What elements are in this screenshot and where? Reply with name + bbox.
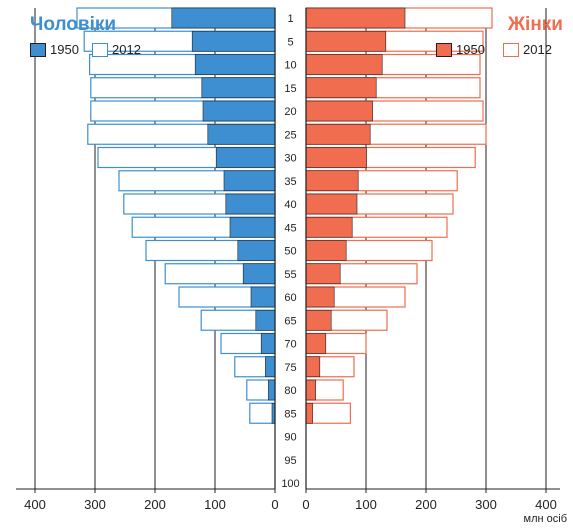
- women-1950-bar-85: [305, 402, 313, 424]
- age-tick-label-15: 15: [284, 83, 296, 95]
- women-1950-bar-15: [305, 77, 377, 99]
- women-1950-bar-25: [305, 123, 371, 145]
- men-1950-bar-5: [191, 30, 276, 52]
- age-tick-label-35: 35: [284, 176, 296, 188]
- men-legend-label-2012: 2012: [112, 42, 141, 57]
- x-tick-label-left-400: 400: [24, 497, 46, 512]
- men-1950-bar-50: [237, 240, 276, 261]
- age-tick-label-40: 40: [284, 199, 296, 211]
- x-tick-label-left-300: 300: [84, 497, 106, 512]
- men-legend-label-1950: 1950: [50, 42, 79, 57]
- women-1950-bar-55: [305, 263, 341, 285]
- age-tick-label-90: 90: [284, 432, 296, 444]
- women-panel-title: Жінки: [507, 14, 563, 35]
- age-tick-label-100: 100: [281, 478, 299, 490]
- men-1950-bar-30: [215, 147, 276, 168]
- women-1950-bar-20: [305, 100, 373, 122]
- men-1950-bar-75: [265, 356, 276, 378]
- men-1950-bar-60: [250, 286, 276, 308]
- women-legend-swatch-1950: [436, 43, 452, 57]
- men-panel-title: Чоловіки: [30, 14, 117, 35]
- women-1950-bar-50: [305, 240, 347, 261]
- age-tick-label-85: 85: [284, 408, 296, 420]
- x-tick-label-left-200: 200: [144, 497, 166, 512]
- x-tick-label-left-100: 100: [204, 497, 226, 512]
- x-tick-label-right-100: 100: [355, 497, 377, 512]
- x-tick-label-right-300: 300: [475, 497, 497, 512]
- men-1950-bar-80: [268, 379, 276, 401]
- men-1950-bar-65: [255, 309, 276, 331]
- men-1950-bar-35: [223, 170, 276, 192]
- women-1950-bar-60: [305, 286, 335, 308]
- age-tick-label-60: 60: [284, 292, 296, 304]
- age-tick-label-65: 65: [284, 315, 296, 327]
- axes: 1510152025303540455055606570758085909510…: [16, 8, 560, 512]
- age-tick-label-25: 25: [284, 129, 296, 141]
- men-1950-bar-45: [229, 216, 276, 238]
- women-1950-bar-35: [305, 170, 359, 192]
- age-tick-label-1: 1: [287, 13, 293, 25]
- men-1950-bar-55: [242, 263, 276, 285]
- x-tick-label-left-0: 0: [271, 497, 278, 512]
- age-tick-label-80: 80: [284, 385, 296, 397]
- women-legend-swatch-2012: [503, 43, 519, 57]
- age-tick-label-30: 30: [284, 153, 296, 165]
- x-tick-label-right-0: 0: [302, 497, 309, 512]
- men-1950-bar-1: [171, 7, 276, 29]
- women-legend-label-2012: 2012: [523, 42, 552, 57]
- men-1950-bar-25: [207, 123, 276, 145]
- women-1950-bar-75: [305, 356, 321, 378]
- age-tick-label-45: 45: [284, 222, 296, 234]
- women-1950-bar-30: [305, 147, 367, 168]
- men-1950-bar-40: [225, 193, 276, 215]
- women-1950-bar-10: [305, 54, 383, 75]
- age-tick-label-5: 5: [287, 36, 293, 48]
- men-legend-swatch-1950: [30, 43, 46, 57]
- age-tick-label-75: 75: [284, 362, 296, 374]
- age-tick-label-95: 95: [284, 455, 296, 467]
- men-1950-bar-70: [260, 333, 276, 354]
- x-tick-label-right-200: 200: [415, 497, 437, 512]
- x-tick-label-right-400: 400: [535, 497, 557, 512]
- women-1950-bar-5: [305, 30, 387, 52]
- women-legend-label-1950: 1950: [456, 42, 485, 57]
- women-1950-bar-45: [305, 216, 353, 238]
- men-1950-bar-15: [201, 77, 276, 99]
- x-axis-unit-label: млн осіб: [523, 513, 567, 525]
- men-legend-swatch-2012: [92, 43, 108, 57]
- women-1950-bar-65: [305, 309, 332, 331]
- age-tick-label-20: 20: [284, 106, 296, 118]
- age-tick-label-70: 70: [284, 339, 296, 351]
- age-tick-label-10: 10: [284, 60, 296, 72]
- age-tick-label-50: 50: [284, 246, 296, 258]
- women-1950-bar-80: [305, 379, 316, 401]
- age-tick-label-55: 55: [284, 269, 296, 281]
- women-1950-bar-40: [305, 193, 358, 215]
- men-2012-bar-85: [249, 402, 276, 424]
- women-1950-bar-70: [305, 333, 327, 354]
- men-1950-bar-20: [202, 100, 276, 122]
- men-1950-bar-10: [194, 54, 276, 75]
- women-1950-bar-1: [305, 7, 406, 29]
